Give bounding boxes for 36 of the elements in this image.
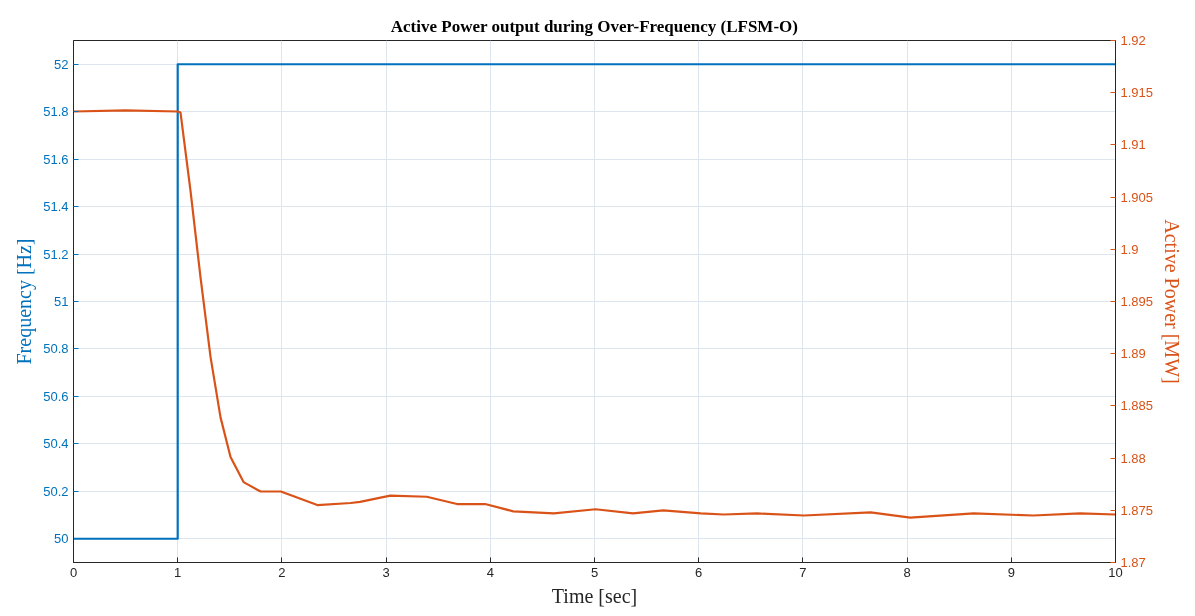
- y2-tick-label: 1.88: [1120, 450, 1146, 466]
- y2-tick-label: 1.92: [1120, 33, 1146, 48]
- x-tick-label: 3: [382, 564, 390, 580]
- y2-tick-label: 1.91: [1120, 137, 1146, 153]
- x-tick-label: 6: [695, 564, 703, 580]
- y-tick-label: 50.4: [43, 436, 69, 452]
- y2-tick-label: 1.895: [1120, 294, 1154, 309]
- y-tick-label: 50.6: [43, 388, 69, 404]
- x-tick-label: 4: [486, 564, 494, 580]
- y-tick-label: 51: [54, 294, 69, 309]
- y2-tick-label: 1.905: [1120, 189, 1154, 205]
- x-tick-label: 7: [799, 564, 807, 580]
- y-tick-label: 50.2: [43, 483, 69, 499]
- chart-title: Active Power output during Over-Frequency (LFSM-O): [390, 16, 798, 36]
- x-tick-label: 0: [69, 564, 78, 580]
- y-tick-label: 50.8: [43, 341, 69, 357]
- y2-tick-label: 1.885: [1120, 398, 1154, 414]
- y-tick-label: 51.6: [43, 151, 69, 167]
- y2-tick-label: 1.89: [1120, 346, 1146, 362]
- y-tick-label: 51.2: [43, 246, 69, 262]
- x-tick-label: 2: [278, 564, 286, 580]
- x-tick-label: 8: [903, 564, 911, 580]
- x-axis-title: Time [sec]: [551, 584, 638, 607]
- y2-tick-label: 1.875: [1120, 502, 1154, 518]
- y-tick-label: 51.4: [43, 199, 69, 215]
- y-tick-label: 52: [54, 56, 69, 72]
- y2-tick-label: 1.915: [1120, 85, 1154, 101]
- y-tick-label: 51.8: [43, 104, 69, 120]
- x-tick-label: 5: [590, 564, 599, 580]
- x-tick-label: 10: [1108, 564, 1123, 580]
- y-tick-label: 50: [54, 531, 69, 547]
- x-tick-label: 1: [174, 564, 182, 580]
- y2-tick-label: 1.9: [1120, 241, 1139, 257]
- x-tick-label: 9: [1007, 564, 1015, 580]
- y-axis-title: Frequency [Hz]: [13, 238, 37, 365]
- y2-axis-title: Active Power [MW]: [1161, 219, 1184, 384]
